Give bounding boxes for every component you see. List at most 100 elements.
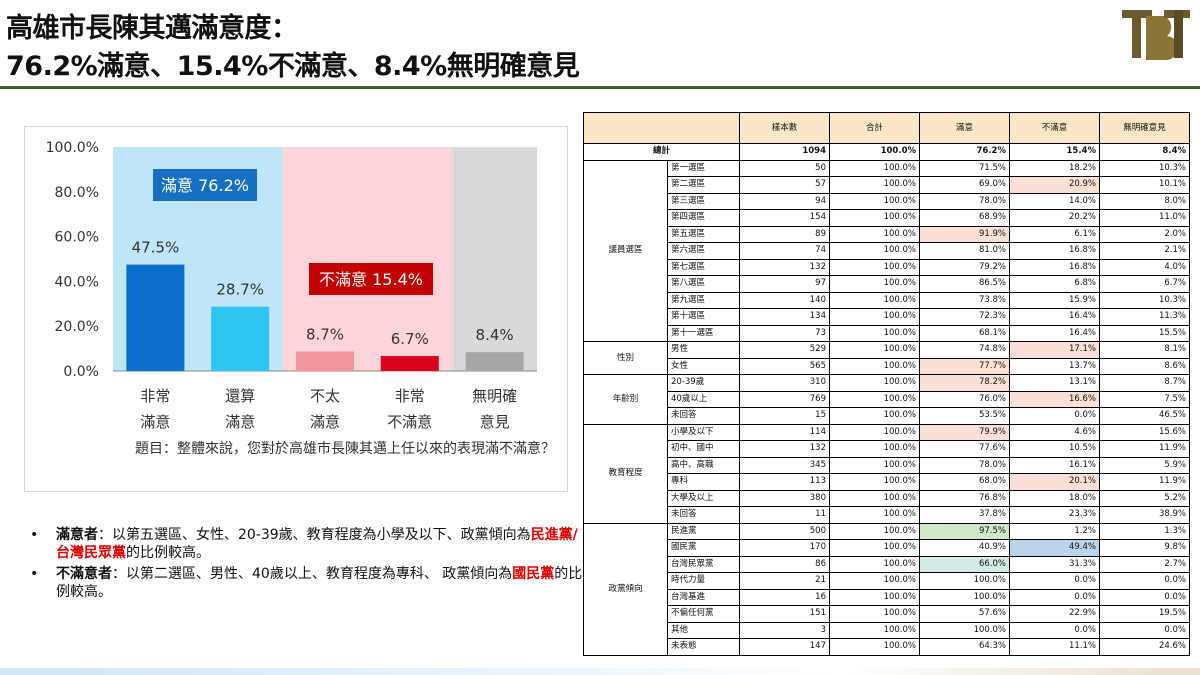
table-cell: 100.0% <box>829 159 920 177</box>
y-tick-label: 20.0% <box>55 319 99 335</box>
table-cell: 345 <box>739 456 830 474</box>
table-cell: 57.6% <box>919 605 1010 623</box>
table-cell: 81.0% <box>919 242 1010 260</box>
table-row: 40歲以上 769 100.0% 76.0% 16.6% 7.5% <box>584 390 1190 408</box>
table-row: 高中、高職 345 100.0% 78.0% 16.1% 5.9% <box>584 456 1190 474</box>
table-cell: 18.0% <box>1009 489 1100 507</box>
row-label: 第三選區 <box>667 192 740 210</box>
table-cell: 11.9% <box>1099 440 1190 458</box>
row-label: 民進黨 <box>667 522 740 540</box>
table-cell: 100.0% <box>829 324 920 342</box>
table-cell: 114 <box>739 423 830 441</box>
bar-value-label: 28.7% <box>216 281 264 299</box>
table-cell: 14.0% <box>1009 192 1100 210</box>
table-cell: 10.3% <box>1099 291 1190 309</box>
bullet-icon: • <box>30 566 39 582</box>
table-row-total: 總計 1094 100.0% 76.2% 15.4% 8.4% <box>583 143 1190 161</box>
table-cell: 20.1% <box>1009 473 1100 491</box>
table-cell: 20.2% <box>1009 209 1100 227</box>
total-label: 總計 <box>583 143 740 161</box>
table-cell: 10.1% <box>1099 176 1190 194</box>
row-label: 其他 <box>667 621 740 639</box>
tbt-logo <box>1120 6 1192 66</box>
table-row: 不偏任何黨 151 100.0% 57.6% 22.9% 19.5% <box>584 605 1190 623</box>
row-label: 高中、高職 <box>667 456 740 474</box>
table-cell: 100.0% <box>829 621 920 639</box>
header-cell: 無明確意見 <box>1099 112 1190 144</box>
group-label: 政黨傾向 <box>583 522 668 656</box>
table-row: 第八選區 97 100.0% 86.5% 6.8% 6.7% <box>584 275 1190 293</box>
table-cell: 71.5% <box>919 159 1010 177</box>
table-cell: 100.0% <box>829 456 920 474</box>
table-cell: 40.9% <box>919 539 1010 557</box>
table-row: 議員選區 第一選區 50 100.0% 71.5% 18.2% 10.3% <box>583 159 1190 342</box>
table-cell: 100.0% <box>829 192 920 210</box>
table-row: 性別 男性 529 100.0% 74.8% 17.1% 8.1% <box>583 341 1190 375</box>
table-cell: 78.2% <box>919 374 1010 392</box>
table-cell: 100.0% <box>829 423 920 441</box>
table-row: 第十選區 134 100.0% 72.3% 16.4% 11.3% <box>584 308 1190 326</box>
table-cell: 8.4% <box>1099 143 1190 161</box>
row-label: 未回答 <box>667 506 740 524</box>
table-cell: 1.2% <box>1009 522 1100 540</box>
findings-list: • 滿意者：以第五選區、女性、20-39歲、教育程度為小學及以下、政黨傾向為民進… <box>28 526 588 604</box>
row-label: 時代力量 <box>667 572 740 590</box>
x-tick-label: 滿意 <box>225 413 255 431</box>
table-cell: 100.0% <box>829 143 920 161</box>
header-cell: 樣本數 <box>739 112 830 144</box>
bar <box>211 306 270 371</box>
header-cell <box>583 112 740 144</box>
table-cell: 20.9% <box>1009 176 1100 194</box>
table-row: 教育程度 小學及以下 114 100.0% 79.9% 4.6% 15.6% <box>583 423 1190 524</box>
table-row: 時代力量 21 100.0% 100.0% 0.0% 0.0% <box>584 572 1190 590</box>
bar <box>126 264 185 371</box>
table-cell: 113 <box>739 473 830 491</box>
table-cell: 15 <box>739 407 830 425</box>
bar <box>380 355 439 371</box>
x-tick-label: 還算 <box>225 387 255 405</box>
table-cell: 100.0% <box>829 258 920 276</box>
table-cell: 100.0% <box>919 588 1010 606</box>
crosstab-table-container: 樣本數 合計 滿意 不滿意 無明確意見 總計 1094 100.0% 76.2% 15.… <box>583 112 1190 661</box>
table-cell: 140 <box>739 291 830 309</box>
bar <box>465 352 524 371</box>
x-tick-label: 意見 <box>480 413 510 431</box>
table-cell: 15.9% <box>1009 291 1100 309</box>
table-cell: 100.0% <box>829 291 920 309</box>
row-label: 大學及以上 <box>667 489 740 507</box>
row-label: 國民黨 <box>667 539 740 557</box>
table-cell: 89 <box>739 225 830 243</box>
table-cell: 19.5% <box>1099 605 1190 623</box>
group-label: 性別 <box>583 341 668 375</box>
table-cell: 0.0% <box>1009 572 1100 590</box>
table-cell: 380 <box>739 489 830 507</box>
table-cell: 100.0% <box>829 225 920 243</box>
table-cell: 78.0% <box>919 456 1010 474</box>
table-row: 第七選區 132 100.0% 79.2% 16.8% 4.0% <box>584 258 1190 276</box>
table-cell: 100.0% <box>829 440 920 458</box>
table-cell: 31.3% <box>1009 555 1100 573</box>
table-cell: 68.0% <box>919 473 1010 491</box>
row-label: 女性 <box>667 357 740 375</box>
table-body: 總計 1094 100.0% 76.2% 15.4% 8.4% 議員選區 第一選區 50 100.… <box>583 143 1190 656</box>
finding-text-end: 的比例較高。 <box>126 545 210 561</box>
row-label: 20-39歲 <box>667 374 740 392</box>
table-cell: 97 <box>739 275 830 293</box>
y-tick-label: 100.0% <box>46 140 99 156</box>
table-row: 其他 3 100.0% 100.0% 0.0% 0.0% <box>584 621 1190 639</box>
table-cell: 100.0% <box>829 506 920 524</box>
finding-text: ：以第五選區、女性、20-39歲、教育程度為小學及以下、政黨傾向為 <box>98 527 531 543</box>
page-title-line2: 76.2%滿意、15.4%不滿意、8.4%無明確意見 <box>6 51 580 82</box>
table-cell: 100.0% <box>919 621 1010 639</box>
table-cell: 16.6% <box>1009 390 1100 408</box>
table-cell: 22.9% <box>1009 605 1100 623</box>
row-label: 台灣基進 <box>667 588 740 606</box>
bar-value-label: 8.7% <box>306 326 344 344</box>
table-row: 政黨傾向 民進黨 500 100.0% 97.5% 1.2% 1.3% <box>583 522 1190 656</box>
table-cell: 100.0% <box>829 489 920 507</box>
finding-highlight: 民進黨/台灣民眾黨 <box>56 527 578 561</box>
finding-text-end: 的比例較高。 <box>56 566 583 600</box>
row-label: 第六選區 <box>667 242 740 260</box>
table-row: 未回答 15 100.0% 53.5% 0.0% 46.5% <box>584 407 1190 425</box>
table-cell: 18.2% <box>1009 159 1100 177</box>
